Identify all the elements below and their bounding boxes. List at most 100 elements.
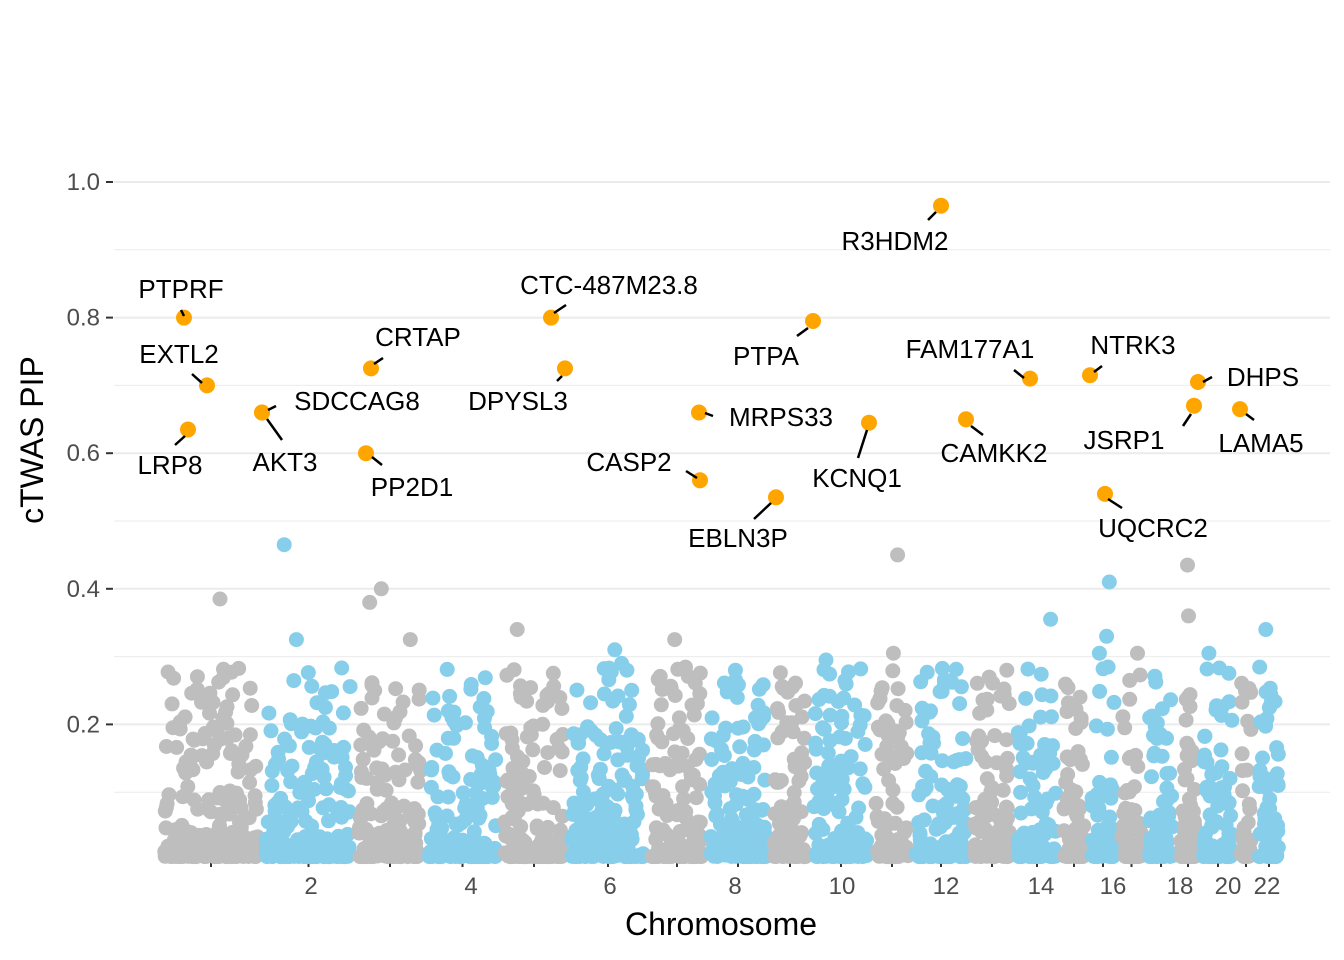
- snp-point: [525, 718, 541, 734]
- snp-point: [979, 808, 995, 824]
- snp-point: [428, 827, 444, 843]
- snp-point: [1149, 730, 1165, 746]
- snp-point: [1243, 684, 1259, 700]
- snp-point: [1071, 801, 1087, 817]
- highlight-point: [692, 472, 708, 489]
- snp-point: [923, 769, 939, 784]
- snp-point: [386, 715, 402, 731]
- snp-point: [1263, 687, 1279, 703]
- snp-point: [670, 661, 686, 677]
- label-connector: [970, 425, 984, 436]
- snp-point: [620, 832, 636, 848]
- snp-point: [667, 632, 683, 648]
- x-tick-label: 2: [304, 873, 317, 900]
- grid-lines: [114, 181, 1330, 793]
- snp-point: [601, 660, 617, 676]
- x-tick-label: 6: [603, 873, 616, 900]
- snp-point: [402, 842, 418, 858]
- gene-label: CRTAP: [375, 322, 461, 352]
- highlight-point: [358, 445, 374, 462]
- snp-point: [1060, 680, 1076, 696]
- snp-point: [1144, 769, 1159, 785]
- snp-point: [264, 778, 280, 793]
- snp-point: [395, 694, 411, 710]
- snp-point: [321, 813, 336, 829]
- snp-point: [796, 730, 812, 746]
- snp-point: [281, 738, 297, 754]
- snp-point: [719, 684, 735, 700]
- snp-point: [1178, 712, 1194, 728]
- snp-point: [270, 836, 286, 851]
- snp-point: [379, 823, 394, 838]
- snp-point: [1018, 755, 1034, 771]
- snp-point: [315, 714, 331, 730]
- snp-point: [1084, 790, 1100, 806]
- snp-point: [552, 763, 568, 779]
- snp-point: [205, 694, 221, 710]
- snp-point: [1060, 695, 1076, 711]
- snp-point: [429, 742, 445, 758]
- snp-point: [893, 832, 909, 847]
- snp-point: [684, 697, 700, 713]
- snp-point: [509, 622, 525, 637]
- snp-point: [788, 698, 804, 714]
- snp-point: [316, 849, 332, 865]
- snp-point: [890, 547, 906, 563]
- label-connector: [179, 309, 186, 317]
- snp-point: [230, 764, 246, 780]
- snp-point: [411, 691, 427, 707]
- snp-point: [445, 769, 461, 785]
- snp-point: [1252, 659, 1268, 675]
- snp-point: [885, 663, 901, 679]
- snp-point: [369, 781, 385, 797]
- snp-point: [1000, 750, 1015, 766]
- snp-point: [573, 759, 589, 775]
- snp-point: [426, 707, 442, 723]
- snp-point: [952, 696, 968, 712]
- snp-point: [914, 745, 930, 761]
- snp-point: [722, 801, 738, 817]
- snp-point: [525, 845, 540, 861]
- snp-point: [1211, 660, 1227, 676]
- label-connector: [1245, 413, 1255, 421]
- snp-point: [317, 736, 333, 752]
- snp-point: [786, 785, 802, 800]
- label-connector: [373, 356, 384, 366]
- snp-point: [455, 785, 471, 801]
- y-tick-label: 0.8: [67, 305, 100, 332]
- label-connector: [704, 411, 714, 418]
- gene-labels: R3HDM2 PTPRF CTC-487M23.8 PTPA CRTAP DPYSL3 NT…: [137, 211, 1304, 553]
- snp-point: [934, 660, 950, 676]
- snp-point: [849, 827, 864, 843]
- snp-point: [868, 795, 884, 811]
- snp-point: [1010, 725, 1026, 741]
- snp-point: [1118, 800, 1134, 816]
- snp-point: [529, 821, 545, 837]
- snp-point: [1060, 767, 1076, 782]
- highlight-point: [1190, 374, 1206, 390]
- snp-point: [569, 682, 585, 698]
- label-connector: [1013, 369, 1025, 379]
- x-tick-label: 4: [464, 873, 477, 900]
- snp-point: [184, 849, 200, 864]
- snp-point: [1268, 849, 1284, 865]
- snp-point: [540, 694, 556, 710]
- snp-point: [484, 736, 500, 751]
- label-connector: [1107, 497, 1123, 510]
- snp-point: [508, 845, 524, 860]
- snp-point: [190, 801, 206, 817]
- snp-point: [732, 739, 748, 755]
- snp-point: [169, 822, 185, 838]
- snp-point: [1181, 849, 1197, 865]
- snp-point: [1213, 742, 1229, 758]
- x-tick-label: 22: [1254, 873, 1281, 900]
- snp-point: [212, 785, 228, 800]
- snp-point: [985, 675, 1001, 691]
- snp-point: [772, 665, 788, 681]
- snp-point: [669, 846, 685, 862]
- snp-point: [978, 847, 994, 862]
- highlight-point: [180, 421, 196, 438]
- snp-point: [583, 695, 599, 711]
- snp-point: [1266, 830, 1282, 846]
- snp-point: [1209, 699, 1225, 715]
